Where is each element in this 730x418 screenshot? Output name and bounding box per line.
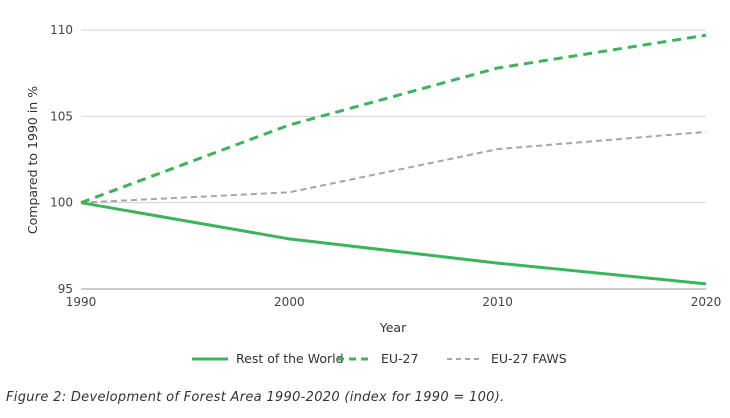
y-tick-110: 110 <box>50 23 73 37</box>
y-tick-95: 95 <box>58 282 73 296</box>
y-tick-labels: 95 100 105 110 <box>50 23 73 296</box>
figure-caption: Figure 2: Development of Forest Area 199… <box>6 390 505 405</box>
series-line-rest-of-the-world <box>80 201 707 286</box>
legend: Rest of the World EU-27 EU-27 FAWS <box>192 351 567 366</box>
x-tick-2020: 2020 <box>691 295 722 309</box>
y-tick-105: 105 <box>50 109 73 123</box>
x-axis-label: Year <box>379 320 407 335</box>
legend-label-rest-of-the-world: Rest of the World <box>236 351 344 366</box>
series-line-eu-27-faws <box>80 130 707 204</box>
x-tick-2000: 2000 <box>274 295 305 309</box>
legend-label-eu-27-faws: EU-27 FAWS <box>491 351 567 366</box>
x-tick-1990: 1990 <box>66 295 97 309</box>
series-line-eu-27 <box>80 33 707 205</box>
legend-label-eu-27: EU-27 <box>381 351 418 366</box>
x-tick-labels: 1990 2000 2010 2020 <box>66 295 722 309</box>
y-tick-100: 100 <box>50 196 73 210</box>
y-axis-label: Compared to 1990 in % <box>25 86 40 234</box>
x-tick-2010: 2010 <box>482 295 513 309</box>
gridlines <box>81 29 706 290</box>
line-chart: 95 100 105 110 1990 2000 2010 2020 Compared to… <box>25 23 722 366</box>
series-lines <box>80 33 707 286</box>
